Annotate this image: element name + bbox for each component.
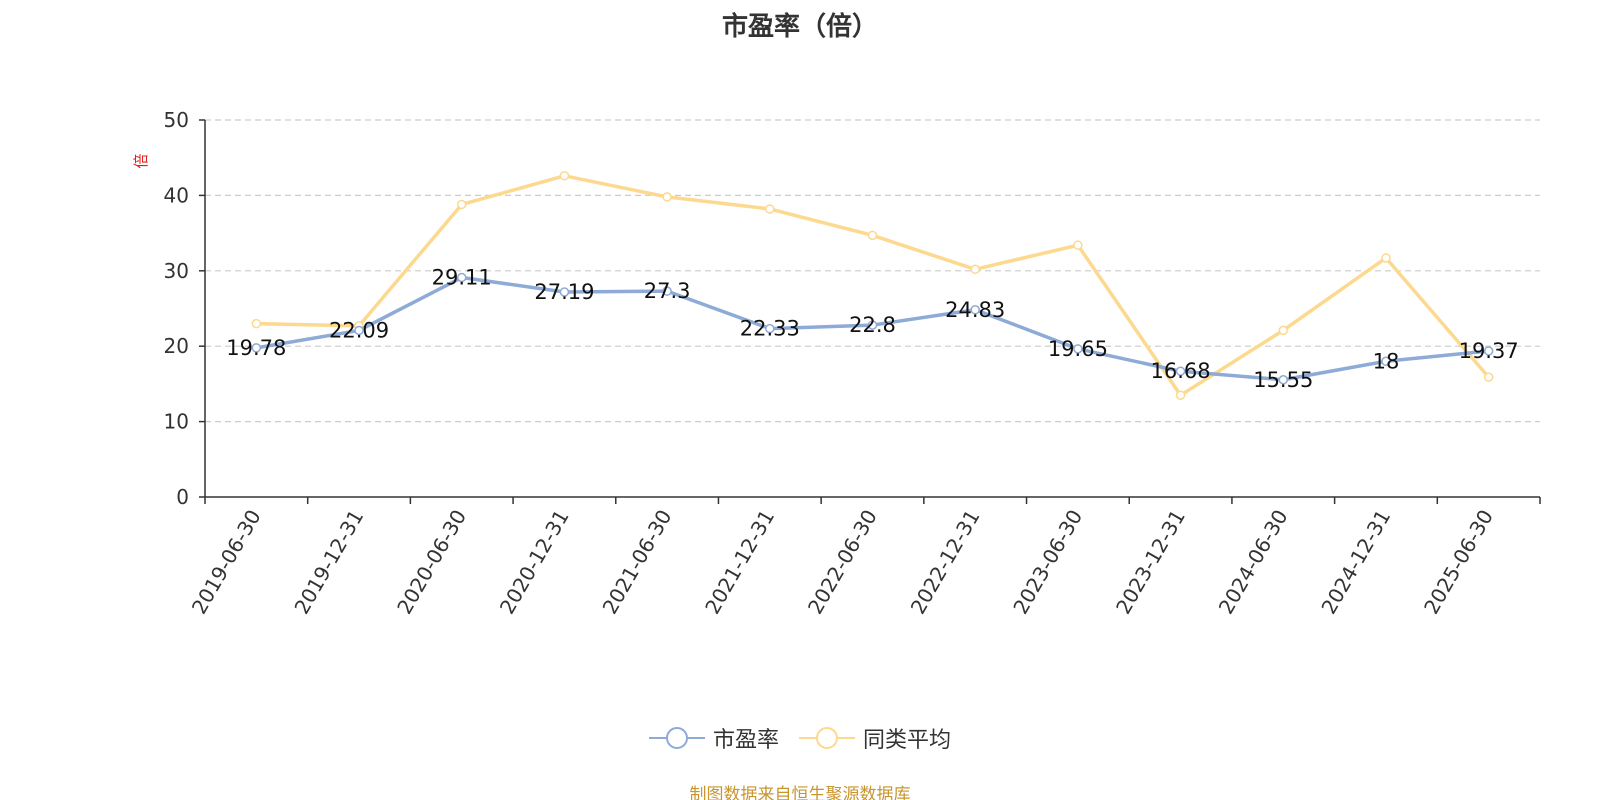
y-axis-label: 倍 — [132, 153, 150, 168]
pe-data-point — [251, 343, 262, 353]
pe-data-label: 22.33 — [740, 317, 800, 341]
x-tick-label: 2024-12-31 — [1316, 506, 1395, 619]
pe-data-point — [354, 325, 364, 336]
average-data-point — [867, 230, 878, 241]
average-data-point — [1483, 372, 1494, 382]
pe-data-point — [867, 320, 878, 330]
y-tick-label: 10 — [164, 410, 189, 434]
pe-data-label: 19.78 — [226, 336, 286, 360]
legend-pe-symbol-icon — [648, 726, 705, 750]
average-data-point — [251, 318, 262, 329]
x-tick-label: 2024-06-30 — [1214, 506, 1293, 619]
y-tick-label: 50 — [164, 108, 189, 132]
x-tick-label: 2019-06-30 — [187, 506, 266, 619]
x-tick-label: 2025-06-30 — [1419, 506, 1498, 619]
average-data-point — [1381, 253, 1391, 263]
average-data-point — [456, 199, 467, 210]
pe-data-label: 22.8 — [849, 313, 896, 337]
average-data-point — [662, 192, 672, 202]
pe-data-point — [1278, 375, 1289, 385]
x-tick-label: 2022-12-31 — [906, 506, 985, 619]
pe-data-point — [1175, 366, 1186, 376]
x-tick-label: 2021-06-30 — [598, 506, 677, 619]
average-data-point — [1073, 240, 1083, 250]
x-tick-label: 2021-12-31 — [700, 506, 779, 619]
y-tick-label: 40 — [164, 183, 189, 207]
average-data-point — [1175, 390, 1186, 400]
pe-data-label: 24.83 — [945, 298, 1005, 322]
pe-data-point — [456, 272, 467, 283]
x-tick-label: 2020-12-31 — [495, 506, 574, 619]
average-data-point — [1278, 325, 1289, 336]
legend-label-average: 同类平均 — [863, 728, 952, 753]
pe-data-label: 16.68 — [1151, 359, 1211, 383]
pe-data-label: 19.37 — [1459, 339, 1519, 363]
pe-data-label: 27.19 — [534, 280, 594, 304]
legend-item-average[interactable]: 同类平均 — [799, 722, 951, 754]
pe-data-point — [662, 286, 672, 296]
y-tick-label: 30 — [164, 259, 189, 283]
y-tick-label: 20 — [164, 334, 189, 358]
pe-data-point — [1483, 346, 1494, 356]
pe-data-point — [765, 323, 775, 334]
legend-item-pe[interactable]: 市盈率 — [648, 722, 779, 754]
pe-data-point — [1073, 344, 1083, 354]
average-data-point — [970, 264, 980, 275]
y-tick-label: 0 — [176, 485, 189, 509]
pe-data-label: 15.55 — [1253, 368, 1313, 392]
legend-label-pe: 市盈率 — [712, 728, 779, 753]
x-tick-label: 2019-12-31 — [289, 506, 368, 619]
legend: 市盈率 同类平均 — [0, 722, 1600, 754]
x-tick-label: 2020-06-30 — [392, 506, 471, 619]
pe-data-label: 19.65 — [1048, 337, 1108, 361]
average-data-point — [559, 171, 570, 181]
pe-data-point — [1381, 356, 1391, 367]
pe-data-label: 18 — [1373, 349, 1400, 373]
pe-data-label: 27.3 — [644, 279, 691, 303]
x-tick-label: 2023-06-30 — [1008, 506, 1087, 619]
x-tick-label: 2022-06-30 — [803, 506, 882, 619]
pe-data-label: 29.11 — [432, 266, 492, 290]
pe-data-point — [559, 287, 570, 297]
legend-average-symbol-icon — [799, 726, 855, 750]
x-tick-label: 2023-12-31 — [1111, 506, 1190, 619]
source-note: 制图数据来自恒生聚源数据库 — [689, 785, 911, 800]
average-data-point — [765, 204, 775, 214]
pe-data-label: 22.09 — [329, 318, 389, 342]
pe-data-point — [970, 305, 980, 315]
chart-title: 市盈率（倍） — [721, 12, 878, 42]
